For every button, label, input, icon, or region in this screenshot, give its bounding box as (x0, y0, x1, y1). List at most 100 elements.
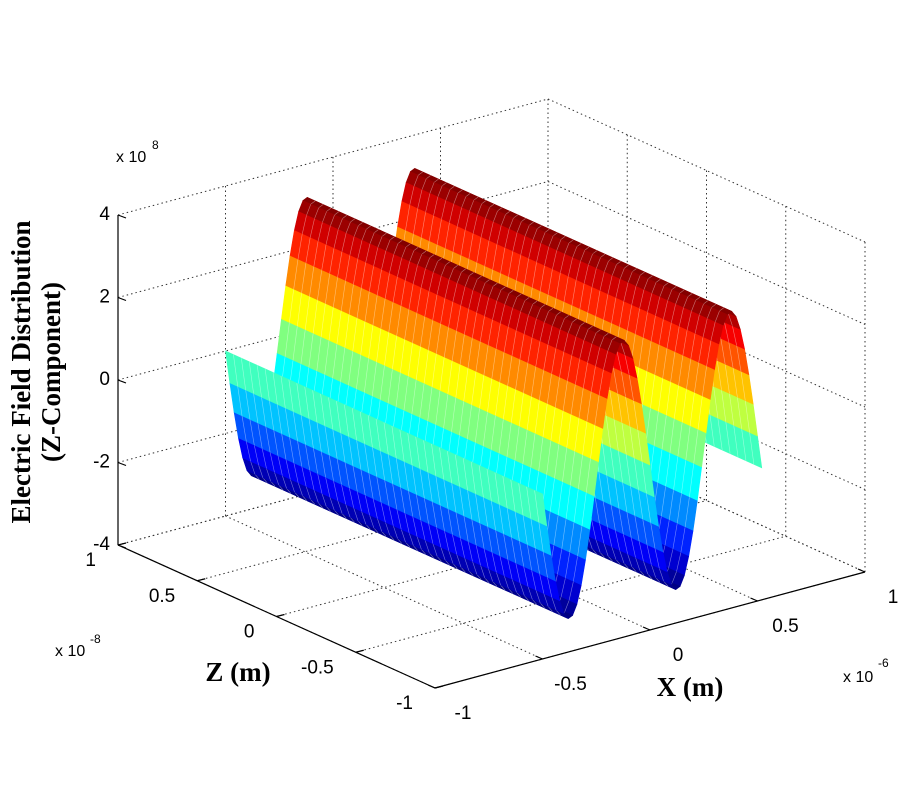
mesh-line (404, 309, 410, 340)
mesh-line (538, 522, 544, 552)
mesh-line (528, 239, 534, 259)
mesh-line (309, 469, 315, 490)
mesh-line (395, 373, 401, 408)
mesh-line (568, 239, 574, 244)
mesh-line (678, 307, 684, 327)
mesh-line (369, 232, 375, 244)
mesh-line (580, 250, 586, 262)
axes: -4 -2 0 2 4 -1 -0.5 0 0.5 1 -1 -0.5 0 0.5 1 (85, 204, 898, 724)
mesh-line (401, 246, 407, 259)
mesh-line (474, 408, 480, 443)
mesh-line (668, 549, 674, 569)
mesh-line (560, 254, 565, 274)
mesh-line (610, 504, 616, 531)
mesh-line (297, 234, 303, 260)
tick-mark (117, 461, 127, 467)
mesh-line (448, 302, 454, 328)
mesh-line (686, 359, 692, 390)
surface (225, 168, 763, 619)
mesh-line (302, 495, 308, 501)
mesh-line (451, 331, 457, 362)
mesh-line (555, 273, 561, 299)
mesh-line (297, 440, 303, 467)
mesh-line (603, 294, 609, 321)
mesh-line (483, 548, 489, 569)
mesh-line (487, 378, 493, 413)
mesh-line (528, 304, 534, 316)
mesh-line (681, 460, 687, 494)
mesh-line (555, 329, 561, 349)
mesh-line (653, 411, 659, 447)
mesh-line (420, 268, 426, 288)
mesh-line (419, 383, 425, 418)
mesh-line (614, 478, 620, 509)
mesh-line (296, 383, 302, 416)
mesh-line (436, 219, 442, 245)
mesh-line (590, 425, 596, 459)
mesh-line (733, 425, 739, 458)
mesh-line (500, 304, 505, 324)
mesh-line (611, 298, 617, 324)
mesh-line (443, 394, 449, 429)
mesh-line (619, 301, 624, 328)
mesh-line (630, 486, 636, 516)
mesh-line (437, 257, 443, 262)
mesh-line (686, 311, 692, 331)
mesh-line (269, 452, 275, 473)
mesh-line (472, 561, 478, 575)
mesh-line (565, 552, 570, 579)
mesh-line (318, 204, 324, 208)
mesh-line (426, 175, 431, 179)
mesh-line (687, 293, 693, 297)
mesh-line (349, 236, 355, 256)
mesh-line (332, 344, 338, 379)
mesh-line (496, 225, 502, 245)
mesh-line (658, 378, 663, 413)
mesh-line (724, 364, 730, 394)
mesh-line (397, 538, 403, 544)
mesh-line (467, 338, 473, 369)
mesh-line (421, 178, 427, 190)
mesh-line (233, 354, 239, 387)
mesh-line (462, 458, 468, 491)
mesh-line (503, 575, 509, 589)
mesh-line (551, 314, 557, 327)
mesh-line (325, 273, 330, 305)
tick-mark (427, 684, 436, 689)
mesh-line (269, 400, 275, 431)
mesh-line (625, 396, 631, 427)
mesh-line (296, 293, 302, 327)
mesh-line (274, 471, 279, 485)
mesh-line (445, 189, 451, 201)
y-exponent-power: 8 (152, 138, 159, 152)
mesh-line (702, 318, 708, 338)
mesh-line (469, 200, 475, 212)
mesh-line (511, 579, 517, 593)
mesh-line (320, 451, 326, 478)
mesh-line (322, 211, 327, 223)
mesh-line (324, 340, 330, 376)
y-tick-label: 2 (99, 287, 110, 308)
mesh-line (376, 269, 382, 296)
mesh-line (337, 218, 343, 230)
mesh-line (516, 221, 522, 233)
mesh-line (618, 450, 623, 483)
mesh-line (416, 287, 422, 314)
mesh-line (452, 563, 458, 569)
mesh-line (365, 524, 371, 530)
mesh-line (241, 415, 247, 442)
mesh-line (447, 451, 452, 483)
mesh-line (413, 247, 419, 251)
mesh-line (286, 488, 292, 494)
mesh-line (680, 527, 686, 553)
mesh-line (564, 600, 570, 612)
mesh-line (318, 502, 323, 508)
mesh-line (443, 327, 449, 358)
mesh-line (628, 374, 634, 401)
mesh-line (552, 250, 557, 270)
mesh-line (629, 425, 635, 458)
mesh-line (590, 366, 596, 392)
mesh-line (479, 375, 485, 409)
mesh-line (455, 454, 460, 487)
mesh-line (364, 494, 370, 515)
